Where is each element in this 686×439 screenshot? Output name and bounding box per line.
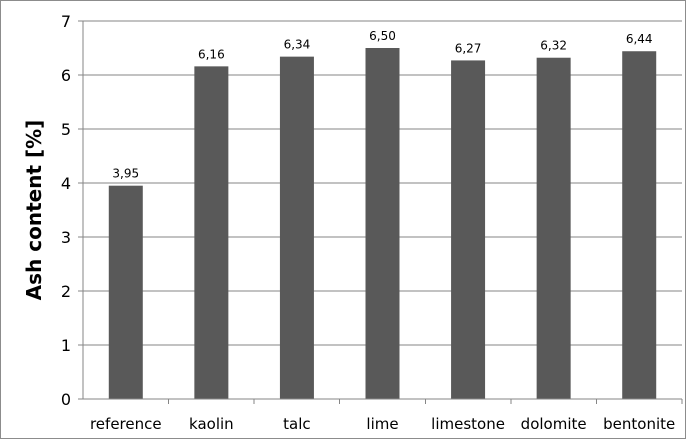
data-label-lime: 6,50 [369,29,396,43]
y-tick-label: 0 [61,390,71,409]
y-tick-label: 2 [61,282,71,301]
data-label-kaolin: 6,16 [198,47,225,61]
bar-dolomite [536,57,571,399]
data-label-bentonite: 6,44 [626,32,653,46]
bar-talc [279,56,314,399]
bar-lime [365,48,400,399]
data-label-talc: 6,34 [284,38,311,52]
y-tick-label: 3 [61,228,71,247]
x-tick-label-kaolin: kaolin [189,415,234,433]
data-label-limestone: 6,27 [455,41,482,55]
x-tick-label-dolomite: dolomite [521,415,587,433]
y-tick-label: 7 [61,12,71,31]
x-tick-label-limestone: limestone [431,415,505,433]
bar-limestone [451,60,486,400]
data-label-reference: 3,95 [112,167,139,181]
x-tick-label-talc: talc [283,415,311,433]
bars [108,48,657,400]
bar-kaolin [194,66,229,400]
y-tick-label: 4 [61,174,71,193]
y-axis-title: Ash content [%] [22,120,46,301]
y-tick-label: 1 [61,336,71,355]
y-tick-label: 6 [61,66,71,85]
bar-reference [108,185,143,399]
y-tick-label: 5 [61,120,71,139]
x-tick-label-bentonite: bentonite [603,415,675,433]
bar-bentonite [622,51,657,400]
x-tick-label-lime: lime [366,415,398,433]
data-label-dolomite: 6,32 [540,39,567,53]
axes [78,20,683,404]
x-tick-label-reference: reference [90,415,162,433]
labels: 0 1 2 3 4 5 6 7 3,95 reference 6,16 kaolin 6,34 talc 6… [61,12,675,433]
